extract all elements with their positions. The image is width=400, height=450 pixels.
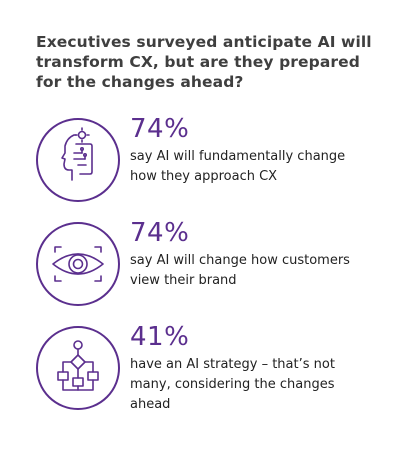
stat-percent: 41% (130, 322, 190, 352)
stat-percent: 74% (130, 114, 190, 144)
stat-item-ai-strategy: 41% have an AI strategy – that’s not man… (36, 322, 376, 418)
icon-circle (36, 326, 120, 410)
flowchart-icon (57, 340, 99, 391)
eye-focus-icon (52, 246, 104, 282)
icon-circle (36, 118, 120, 202)
stat-description: say AI will change how customers view th… (130, 253, 350, 288)
stat-description: have an AI strategy – that’s not many, c… (130, 357, 335, 412)
stat-percent: 74% (130, 218, 190, 248)
icon-circle (36, 222, 120, 306)
stat-item-fundamental-change: 74% say AI will fundamentally change how… (36, 114, 376, 210)
head-profile-icon (61, 127, 93, 181)
stat-description: say AI will fundamentally change how the… (130, 149, 346, 184)
stat-item-brand-view: 74% say AI will change how customers vie… (36, 218, 376, 314)
headline: Executives surveyed anticipate AI will t… (36, 33, 372, 91)
